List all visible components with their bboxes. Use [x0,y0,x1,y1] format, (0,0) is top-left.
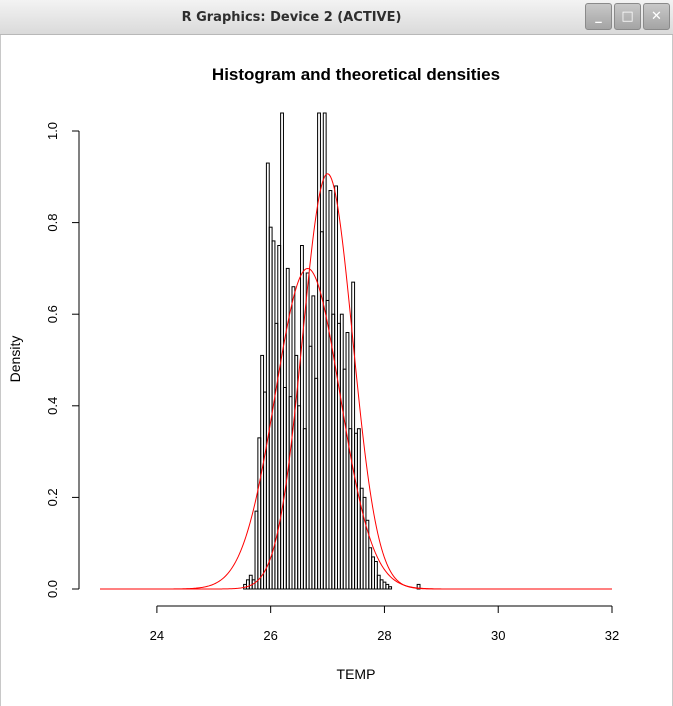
x-tick-label: 30 [491,628,505,643]
minimize-button[interactable]: _ [585,3,612,30]
density-curve-1 [100,267,612,590]
histogram-bar [416,583,421,590]
density-curve-2 [100,173,612,590]
y-tick-label: 0.6 [45,305,60,323]
histogram-bar [280,112,284,590]
window-left-border [0,35,1,706]
window-titlebar[interactable]: R Graphics: Device 2 (ACTIVE) _ □ ✕ [0,0,673,35]
histogram-bars [243,112,421,590]
histogram-chart: Histogram and theoretical densities 24 26… [7,65,619,682]
x-tick-label: 26 [263,628,277,643]
close-button[interactable]: ✕ [643,3,670,30]
plot-area: Histogram and theoretical densities 24 26… [0,35,673,706]
y-tick-label: 0.8 [45,214,60,232]
y-tick-label: 0.0 [45,580,60,598]
y-tick-label: 0.4 [45,397,60,415]
chart-title: Histogram and theoretical densities [212,65,500,84]
density-curves [100,173,612,590]
maximize-button[interactable]: □ [614,3,641,30]
x-tick-label: 24 [150,628,164,643]
histogram-bar [388,586,393,590]
x-tick-label: 28 [377,628,391,643]
y-tick-label: 0.2 [45,488,60,506]
y-axis: 0.0 0.2 0.4 0.6 0.8 1.0 [45,122,80,598]
window-title: R Graphics: Device 2 (ACTIVE) [181,10,402,25]
x-tick-label: 32 [605,628,619,643]
y-axis-label: Density [7,336,23,383]
y-tick-label: 1.0 [45,122,60,140]
histogram-bar [300,245,304,590]
x-axis-label: TEMP [337,666,376,682]
x-axis: 24 26 28 30 32 [150,605,619,643]
